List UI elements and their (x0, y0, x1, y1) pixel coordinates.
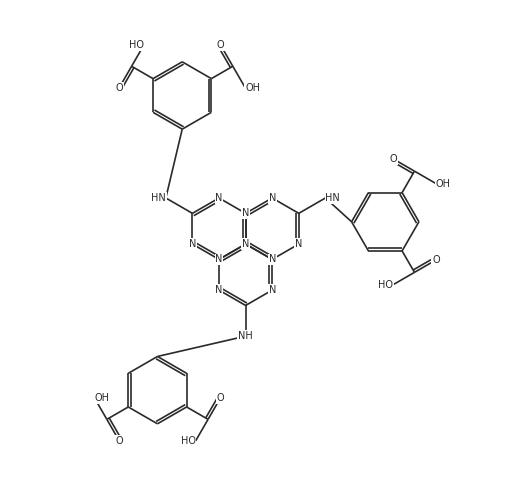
Text: N: N (242, 208, 249, 218)
Text: OH: OH (436, 179, 451, 189)
Text: N: N (295, 239, 303, 249)
Text: OH: OH (245, 83, 260, 93)
Text: HO: HO (181, 436, 195, 446)
Text: HO: HO (129, 40, 144, 50)
Text: O: O (216, 393, 224, 403)
Text: HN: HN (151, 193, 166, 203)
Text: NH: NH (238, 331, 253, 341)
Text: HN: HN (325, 193, 340, 203)
Text: N: N (268, 193, 276, 203)
Text: OH: OH (94, 393, 109, 403)
Text: O: O (389, 154, 397, 164)
Text: N: N (242, 239, 249, 249)
Text: O: O (115, 436, 123, 446)
Text: N: N (215, 254, 223, 264)
Text: O: O (216, 40, 224, 50)
Text: HO: HO (378, 280, 393, 290)
Text: N: N (268, 254, 276, 264)
Text: N: N (215, 193, 223, 203)
Text: O: O (115, 83, 123, 93)
Text: O: O (432, 255, 440, 265)
Text: N: N (268, 285, 276, 295)
Text: N: N (189, 239, 196, 249)
Text: N: N (215, 285, 223, 295)
